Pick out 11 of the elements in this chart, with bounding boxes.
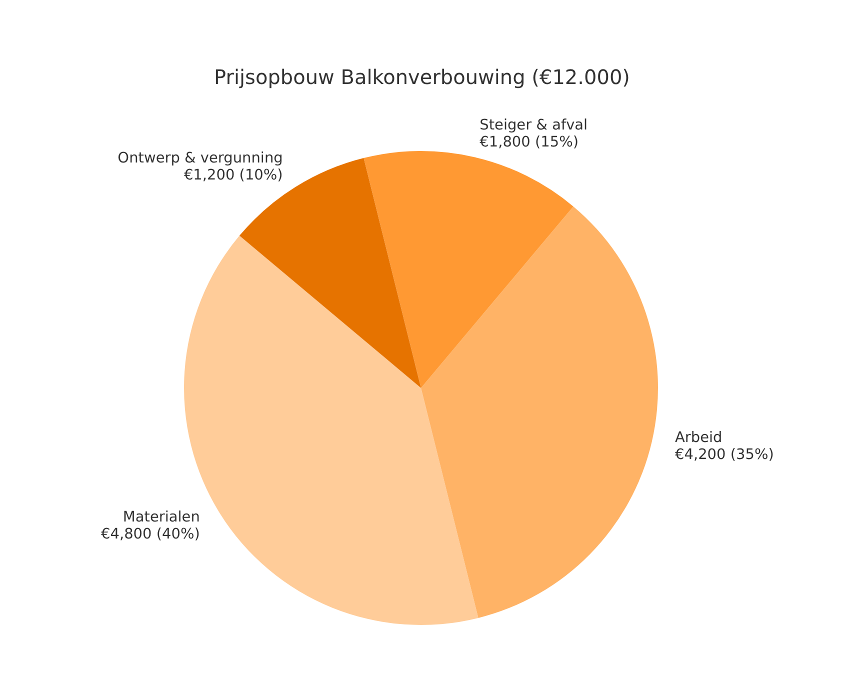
slice-label: Steiger & afval <box>480 117 588 134</box>
pie-slice <box>364 151 574 388</box>
chart-title: Prijsopbouw Balkonverbouwing (€12.000) <box>214 65 630 89</box>
data-label: €1,200 (10%) <box>184 167 283 184</box>
slice-label: Arbeid <box>675 430 722 446</box>
data-label: €4,200 (35%) <box>675 447 774 464</box>
slice-label: Materialen <box>122 510 200 526</box>
data-label: €1,800 (15%) <box>480 134 579 150</box>
pie-slice <box>421 206 658 618</box>
slice-label: Ontwerp & vergunning <box>118 150 283 166</box>
data-label: €4,800 (40%) <box>101 526 200 543</box>
